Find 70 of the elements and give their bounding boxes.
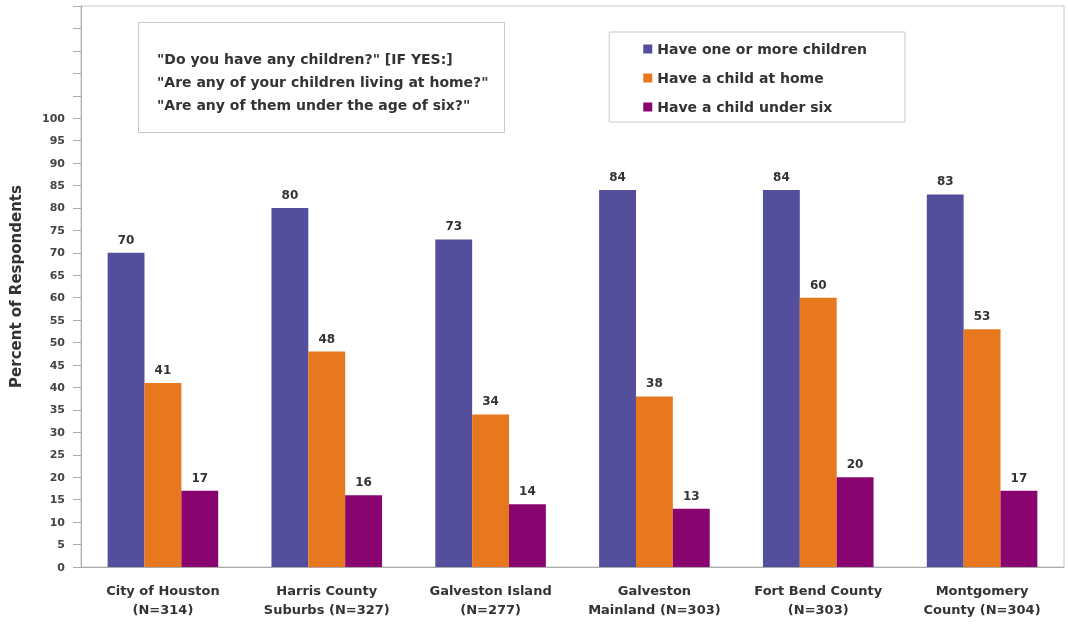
data-label: 73 bbox=[445, 219, 463, 234]
y-tick-label: 35 bbox=[49, 403, 65, 417]
y-tick-label: 100 bbox=[42, 111, 66, 125]
y-tick-label: 55 bbox=[49, 313, 65, 327]
bar bbox=[345, 495, 383, 567]
data-label: 48 bbox=[318, 331, 336, 346]
x-tick-label: Harris County Suburbs (N=327) bbox=[263, 583, 390, 617]
bar bbox=[762, 190, 800, 567]
bar bbox=[672, 508, 710, 567]
x-tick-label: Galveston Island (N=277) bbox=[429, 583, 552, 617]
annotation: "Do you have any children?" [IF YES:] bbox=[157, 50, 453, 67]
bar bbox=[271, 207, 309, 567]
legend-label: Have one or more children bbox=[657, 41, 868, 57]
data-label: 70 bbox=[117, 232, 135, 247]
data-label: 38 bbox=[646, 376, 663, 391]
y-tick-label: 30 bbox=[49, 425, 66, 439]
data-label: 20 bbox=[846, 457, 864, 472]
data-label: 83 bbox=[936, 174, 954, 189]
y-tick-label: 80 bbox=[49, 201, 66, 215]
legend-label: Have a child under six bbox=[657, 99, 833, 115]
bar bbox=[181, 490, 219, 567]
x-tick-label: Galveston Mainland (N=303) bbox=[588, 583, 721, 617]
bar bbox=[926, 194, 964, 567]
data-label: 84 bbox=[609, 170, 626, 185]
y-axis-title: Percent of Respondents bbox=[6, 185, 25, 388]
bar bbox=[308, 351, 346, 567]
y-tick-label: 10 bbox=[49, 515, 66, 529]
y-tick-label: 85 bbox=[49, 179, 65, 193]
data-label: 17 bbox=[191, 470, 209, 485]
y-tick-label: 75 bbox=[49, 223, 65, 237]
bar bbox=[509, 504, 546, 567]
data-label: 14 bbox=[519, 484, 536, 499]
data-label: 13 bbox=[682, 488, 700, 503]
bar bbox=[799, 297, 837, 567]
y-tick-label: 70 bbox=[49, 246, 66, 260]
x-tick-label: Fort Bend County (N=303) bbox=[754, 583, 883, 617]
bar bbox=[472, 414, 510, 567]
x-tick-label: City of Houston (N=314) bbox=[106, 583, 220, 617]
bar bbox=[435, 239, 473, 567]
data-label: 60 bbox=[809, 277, 827, 292]
y-tick-label: 5 bbox=[57, 538, 65, 552]
bar bbox=[635, 396, 673, 567]
x-tick-label: Montgomery County (N=304) bbox=[923, 583, 1041, 617]
y-tick-label: 65 bbox=[49, 268, 65, 282]
bar bbox=[1000, 490, 1038, 567]
y-tick-label: 90 bbox=[49, 156, 66, 170]
y-tick-label: 60 bbox=[49, 291, 66, 305]
data-label: 17 bbox=[1010, 470, 1028, 485]
legend-label: Have a child at home bbox=[657, 70, 824, 86]
y-tick-label: 25 bbox=[49, 448, 65, 462]
bar bbox=[107, 252, 145, 567]
y-tick-label: 20 bbox=[49, 470, 66, 484]
y-tick-label: 40 bbox=[49, 380, 66, 394]
data-label: 34 bbox=[482, 394, 499, 409]
y-tick-label: 50 bbox=[49, 336, 66, 350]
data-label: 41 bbox=[154, 362, 172, 377]
bar bbox=[144, 382, 182, 567]
y-tick-label: 45 bbox=[49, 358, 65, 372]
bar bbox=[963, 329, 1001, 567]
y-tick-label: 95 bbox=[49, 134, 65, 148]
y-tick-label: 15 bbox=[49, 493, 65, 507]
y-tick-label: 0 bbox=[57, 560, 66, 574]
bar bbox=[836, 477, 874, 567]
annotation: "Are any of them under the age of six?" bbox=[157, 96, 471, 113]
annotation: "Are any of your children living at home?" bbox=[157, 73, 489, 90]
data-label: 84 bbox=[773, 170, 790, 185]
data-label: 16 bbox=[355, 475, 372, 490]
data-label: 53 bbox=[973, 309, 991, 324]
bar bbox=[599, 190, 636, 567]
data-label: 80 bbox=[281, 187, 299, 202]
